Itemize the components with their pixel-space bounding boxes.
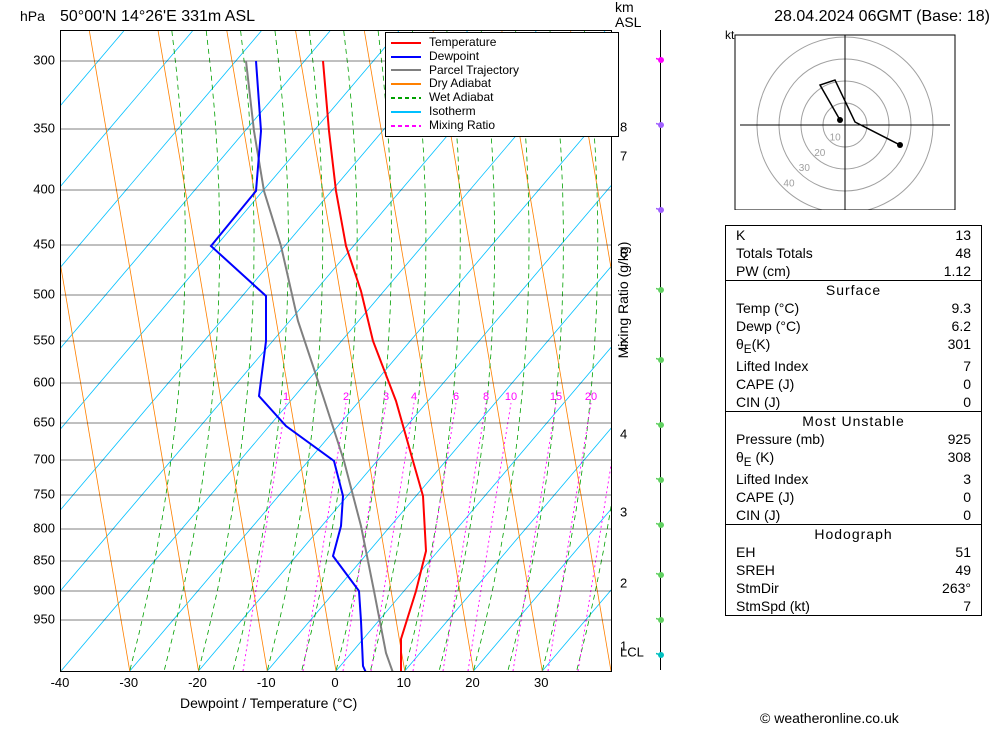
svg-text:10: 10 <box>830 132 842 143</box>
lcl-label: LCL <box>620 645 644 660</box>
wind-barb-column <box>660 30 691 670</box>
pressure-tick: 300 <box>15 53 55 68</box>
datetime-title: 28.04.2024 06GMT (Base: 18) <box>774 8 990 26</box>
pressure-tick: 650 <box>15 415 55 430</box>
info-row: Dewp (°C)6.2 <box>726 317 981 335</box>
temp-tick: 0 <box>331 675 338 690</box>
info-header: Most Unstable <box>726 411 981 430</box>
temp-tick: 20 <box>465 675 479 690</box>
pressure-tick: 950 <box>15 612 55 627</box>
info-row: CAPE (J)0 <box>726 375 981 393</box>
svg-text:3: 3 <box>383 391 389 403</box>
kt-label: kt <box>725 28 734 42</box>
info-row: Totals Totals48 <box>726 244 981 262</box>
info-row: CIN (J)0 <box>726 506 981 524</box>
info-row: Temp (°C)9.3 <box>726 299 981 317</box>
info-row: Lifted Index7 <box>726 357 981 375</box>
pressure-tick: 500 <box>15 287 55 302</box>
info-header: Hodograph <box>726 524 981 543</box>
chart-legend: TemperatureDewpointParcel TrajectoryDry … <box>385 32 619 137</box>
temp-tick: -40 <box>51 675 70 690</box>
km-asl-label: kmASL <box>615 0 641 31</box>
temp-tick: 30 <box>534 675 548 690</box>
hpa-label: hPa <box>20 8 45 24</box>
altitude-tick: 5 <box>620 339 627 354</box>
info-row: θE (K)308 <box>726 448 981 470</box>
info-row: PW (cm)1.12 <box>726 262 981 280</box>
pressure-tick: 450 <box>15 237 55 252</box>
altitude-tick: 3 <box>620 505 627 520</box>
pressure-tick: 750 <box>15 487 55 502</box>
pressure-tick: 350 <box>15 121 55 136</box>
temp-tick: 10 <box>397 675 411 690</box>
info-row: K13 <box>726 226 981 244</box>
info-row: CIN (J)0 <box>726 393 981 411</box>
info-row: CAPE (J)0 <box>726 488 981 506</box>
svg-text:4: 4 <box>411 391 417 403</box>
altitude-tick: 8 <box>620 120 627 135</box>
hodograph: kt 10 2030 40 <box>720 30 970 210</box>
svg-text:10: 10 <box>505 391 517 403</box>
copyright-text: © weatheronline.co.uk <box>760 710 899 726</box>
x-axis-label: Dewpoint / Temperature (°C) <box>180 695 357 711</box>
altitude-tick: 4 <box>620 427 627 442</box>
info-row: θE(K)301 <box>726 335 981 357</box>
info-row: StmSpd (kt)7 <box>726 597 981 615</box>
svg-text:20: 20 <box>814 148 826 159</box>
pressure-tick: 600 <box>15 375 55 390</box>
pressure-tick: 550 <box>15 333 55 348</box>
pressure-tick: 400 <box>15 182 55 197</box>
svg-text:8: 8 <box>483 391 489 403</box>
svg-text:1: 1 <box>283 391 289 403</box>
altitude-tick: 6 <box>620 246 627 261</box>
svg-text:20: 20 <box>585 391 597 403</box>
temp-tick: -10 <box>257 675 276 690</box>
info-row: StmDir263° <box>726 579 981 597</box>
info-row: Pressure (mb)925 <box>726 430 981 448</box>
location-title: 50°00'N 14°26'E 331m ASL <box>60 8 255 26</box>
pressure-tick: 850 <box>15 553 55 568</box>
info-row: SREH49 <box>726 561 981 579</box>
info-header: Surface <box>726 280 981 299</box>
info-panel: K13Totals Totals48PW (cm)1.12SurfaceTemp… <box>725 225 982 616</box>
svg-text:2: 2 <box>343 391 349 403</box>
svg-text:15: 15 <box>550 391 562 403</box>
pressure-tick: 700 <box>15 452 55 467</box>
svg-text:40: 40 <box>783 179 795 190</box>
altitude-tick: 2 <box>620 576 627 591</box>
pressure-tick: 800 <box>15 521 55 536</box>
altitude-tick: 7 <box>620 149 627 164</box>
svg-text:6: 6 <box>453 391 459 403</box>
temp-tick: -30 <box>119 675 138 690</box>
info-row: Lifted Index3 <box>726 470 981 488</box>
svg-text:30: 30 <box>799 163 811 174</box>
pressure-tick: 900 <box>15 583 55 598</box>
info-row: EH51 <box>726 543 981 561</box>
temp-tick: -20 <box>188 675 207 690</box>
